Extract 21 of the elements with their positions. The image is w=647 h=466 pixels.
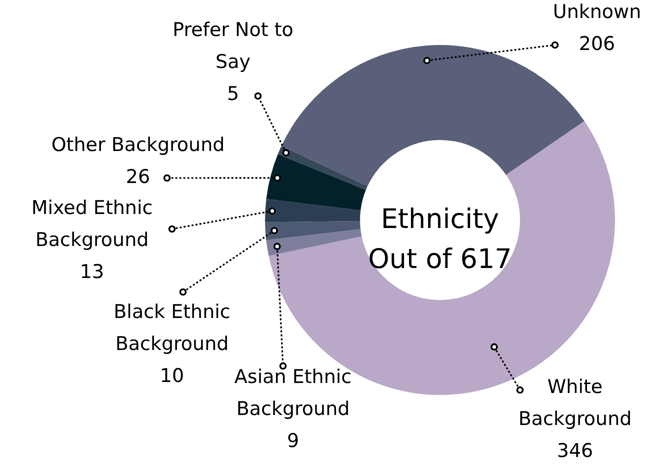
data-label: 13	[80, 261, 104, 283]
donut-slice	[265, 221, 361, 240]
slice-label: White Background	[518, 376, 632, 430]
slice-label: Other Background	[51, 134, 225, 156]
data-label: 346	[556, 440, 594, 462]
donut-slice	[265, 199, 361, 222]
slice-label: Black Ethnic Background	[114, 301, 230, 355]
data-label: 10	[160, 365, 184, 387]
data-label: 5	[226, 83, 240, 105]
slice-label: Unknown	[552, 1, 642, 23]
donut-slice	[266, 229, 362, 256]
slice-label: Prefer Not to Say	[172, 19, 294, 73]
data-label: 9	[286, 430, 300, 452]
donut-slice	[266, 154, 366, 210]
data-label: 26	[126, 166, 150, 188]
donut-slice	[278, 146, 368, 190]
slice-label: Asian Ethnic Background	[234, 366, 352, 420]
data-label: 206	[578, 33, 616, 55]
slice-label: Mixed Ethnic Background	[31, 197, 153, 251]
text: Out of 617	[368, 244, 512, 275]
text: Ethnicity	[380, 204, 500, 235]
